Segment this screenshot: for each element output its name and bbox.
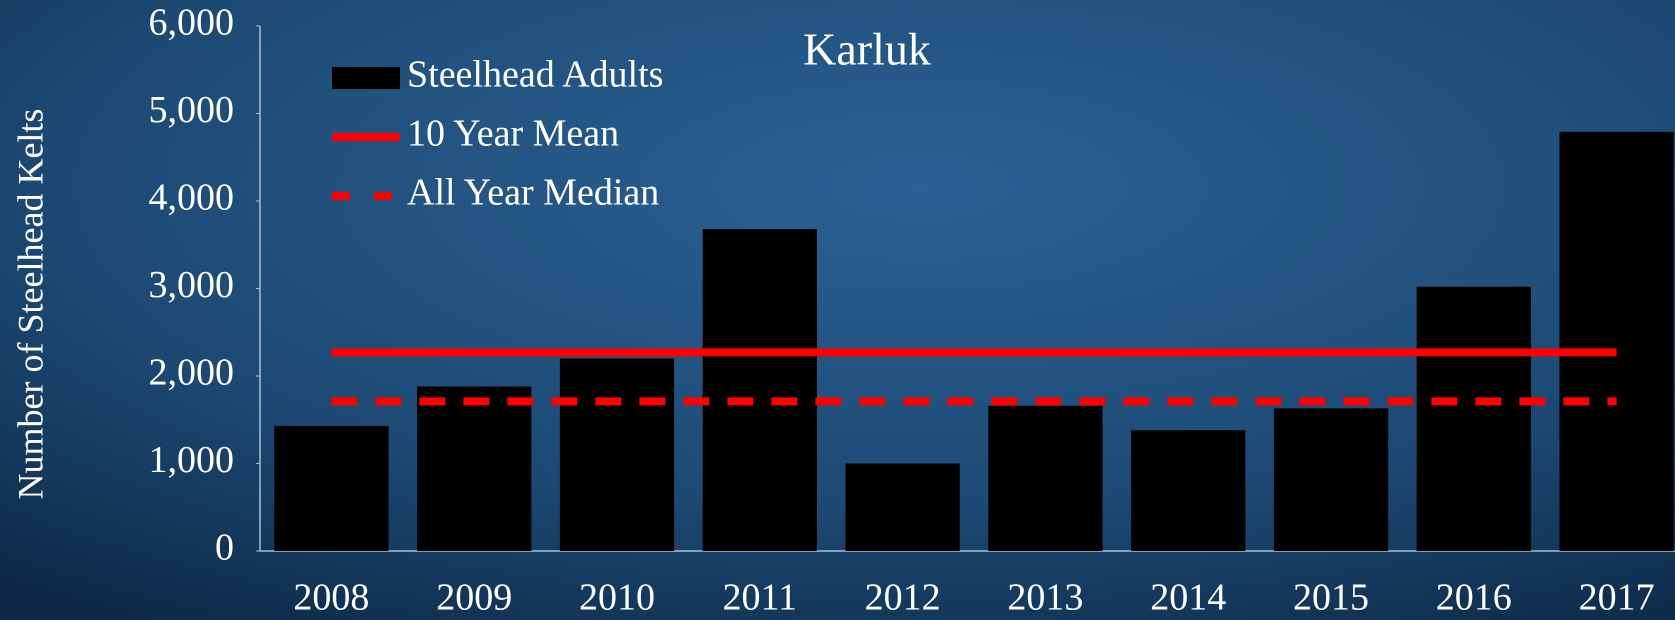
legend-label: All Year Median bbox=[407, 172, 659, 214]
bar bbox=[1559, 131, 1674, 551]
bar bbox=[274, 425, 389, 551]
y-tick-label: 1,000 bbox=[149, 439, 235, 481]
y-tick-label: 3,000 bbox=[149, 264, 235, 306]
y-tick-label: 5,000 bbox=[149, 89, 235, 131]
y-axis-label: Number of Steelhead Kelts bbox=[10, 109, 50, 500]
x-tick-label: 2014 bbox=[1150, 577, 1226, 619]
bar bbox=[1273, 408, 1389, 551]
x-tick-label: 2013 bbox=[1007, 577, 1083, 619]
x-tick-label: 2011 bbox=[723, 577, 798, 619]
x-tick-label: 2008 bbox=[293, 577, 369, 619]
bar bbox=[702, 229, 817, 551]
x-tick-label: 2016 bbox=[1436, 577, 1512, 619]
x-tick-label: 2015 bbox=[1293, 577, 1369, 619]
y-tick-label: 6,000 bbox=[149, 2, 235, 44]
bar bbox=[417, 386, 532, 551]
bar bbox=[1131, 430, 1246, 551]
x-tick-label: 2010 bbox=[579, 577, 655, 619]
legend-label: 10 Year Mean bbox=[407, 113, 619, 155]
x-tick-label: 2009 bbox=[436, 577, 512, 619]
chart-title: Karluk bbox=[803, 24, 931, 75]
legend-swatch bbox=[332, 67, 400, 89]
bar bbox=[845, 463, 960, 551]
legend-label: Steelhead Adults bbox=[407, 54, 663, 96]
bar bbox=[988, 405, 1103, 551]
y-tick-label: 0 bbox=[215, 527, 234, 569]
bar bbox=[559, 358, 675, 551]
y-tick-label: 2,000 bbox=[149, 352, 235, 394]
x-tick-label: 2017 bbox=[1579, 577, 1655, 619]
x-tick-label: 2012 bbox=[865, 577, 941, 619]
y-tick-label: 4,000 bbox=[149, 177, 235, 219]
bar bbox=[1416, 286, 1531, 551]
